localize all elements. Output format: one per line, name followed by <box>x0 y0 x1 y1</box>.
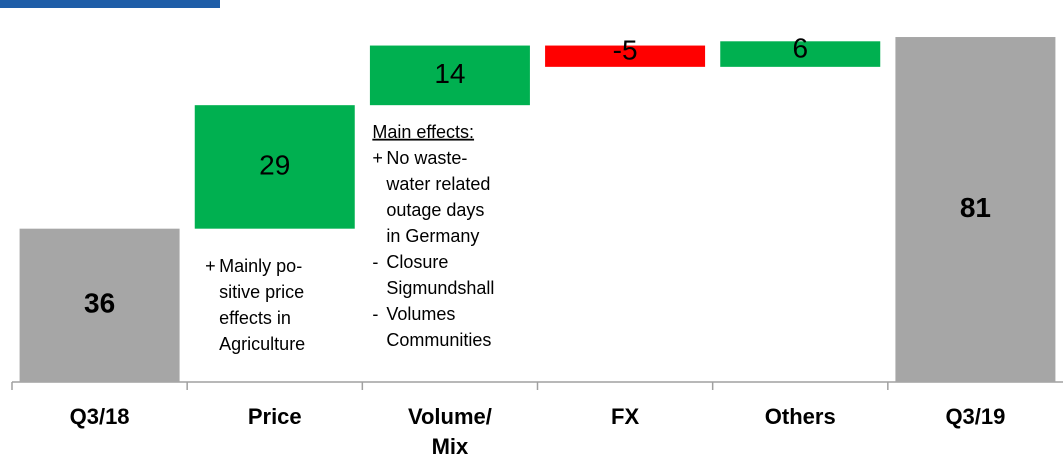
x-tick-label: Q3/18 <box>70 404 130 429</box>
header-accent <box>0 0 220 8</box>
x-tick-label-line: Volume/ <box>408 404 492 429</box>
annotation-line: No waste- <box>386 148 467 168</box>
annotation-line: Agriculture <box>219 334 305 354</box>
annotation-line: sitive price <box>219 282 304 302</box>
annotation-line: effects in <box>219 308 291 328</box>
bar <box>545 45 706 67</box>
value-label: -5 <box>613 35 638 66</box>
x-tick-label: Q3/19 <box>945 404 1005 429</box>
x-tick-label-line: Mix <box>432 434 469 459</box>
annotation-sign: - <box>372 252 378 272</box>
bar <box>895 37 1056 383</box>
x-tick-label: Others <box>765 404 836 429</box>
annotation-sign: - <box>372 304 378 324</box>
annotation-line: in Germany <box>386 226 479 246</box>
value-label: 36 <box>84 288 115 319</box>
annotation-line: water related <box>385 174 490 194</box>
annotation-line: Volumes <box>386 304 455 324</box>
annotation-line: Communities <box>386 330 491 350</box>
annotation-line: Mainly po- <box>219 256 302 276</box>
value-label: 14 <box>434 58 465 89</box>
bar <box>194 105 355 229</box>
bar <box>720 41 881 67</box>
x-tick-label: Price <box>248 404 302 429</box>
annotation-line: Sigmundshall <box>386 278 494 298</box>
annotation-line: Closure <box>386 252 448 272</box>
value-label: 6 <box>792 32 808 63</box>
value-label: 81 <box>960 192 991 223</box>
bar <box>19 228 180 382</box>
annotation-sign: + <box>372 148 383 168</box>
annotation-sign: + <box>205 256 216 276</box>
annotation-line: outage days <box>386 200 484 220</box>
x-tick-label: Volume/Mix <box>408 404 492 459</box>
annotation-heading: Main effects: <box>372 122 474 142</box>
x-tick-label: FX <box>611 404 639 429</box>
value-label: 29 <box>259 149 290 180</box>
bar <box>369 45 530 106</box>
